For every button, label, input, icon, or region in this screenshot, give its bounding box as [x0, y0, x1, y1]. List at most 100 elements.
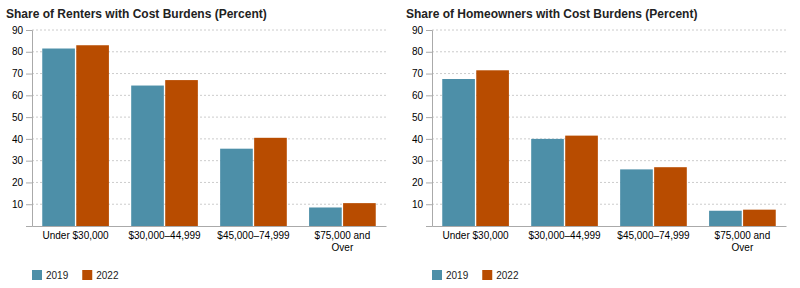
bar: [743, 210, 776, 226]
bar-series: [76, 45, 375, 226]
tick: 30: [12, 155, 32, 166]
tick: 50: [412, 112, 432, 123]
tick: 90: [412, 25, 432, 36]
tick-label: 20: [412, 177, 424, 188]
tick-mark: [26, 204, 32, 205]
tick-mark: [426, 161, 432, 162]
grid-line: [32, 30, 386, 31]
tick-mark: [426, 30, 432, 31]
bar: [42, 49, 75, 226]
bar: [620, 169, 653, 226]
tick-mark: [426, 117, 432, 118]
legend-item: 2019: [32, 270, 69, 281]
tick-mark: [426, 204, 432, 205]
bar: [654, 167, 687, 226]
chart-canvas: 10 20 30 40 50 60 70 80 90 Under $30,000 $30,000–4…: [0, 0, 800, 288]
tick: 40: [12, 134, 32, 145]
tick: 10: [12, 199, 32, 210]
tick-label-line: Under $30,000: [42, 230, 109, 241]
tick: 90: [12, 25, 32, 36]
title: Share of Renters with Cost Burdens (Perc…: [6, 7, 267, 21]
tick-label: 50: [412, 112, 424, 123]
tick-mark: [426, 95, 432, 96]
bar: [709, 211, 742, 226]
tick-mark: [26, 52, 32, 53]
tick-label: $75,000 andOver: [715, 230, 771, 253]
tick-label: $30,000–44,999: [128, 230, 201, 241]
tick-label-line: $75,000 and: [315, 230, 371, 241]
tick: 20: [12, 177, 32, 188]
tick: $30,000–44,999: [128, 230, 201, 241]
legend: 2019 2022: [32, 270, 119, 281]
bar: [131, 86, 164, 226]
bar: [165, 80, 198, 226]
bar: [254, 138, 287, 226]
legend: 2019 2022: [432, 270, 519, 281]
legend-label: 2019: [46, 270, 69, 281]
legend-swatch: [32, 270, 42, 280]
y-axis: 102030405060708090: [412, 25, 433, 227]
legend-swatch: [482, 270, 492, 280]
tick-label: 90: [12, 25, 24, 36]
tick-mark: [426, 52, 432, 53]
tick-label: 90: [412, 25, 424, 36]
tick: 50: [12, 112, 32, 123]
tick-label: 10: [412, 199, 424, 210]
tick-mark: [26, 30, 32, 31]
bar-series: [476, 70, 775, 226]
tick-label: 40: [412, 134, 424, 145]
panel: 10 20 30 40 50 60 70 80 90 Under $30,000 $30,000–4…: [6, 7, 387, 281]
bar: [220, 149, 253, 226]
tick-label-line: $75,000 and: [715, 230, 771, 241]
tick: 70: [12, 68, 32, 79]
tick-label: Under $30,000: [42, 230, 109, 241]
tick: $45,000–74,999: [217, 230, 290, 241]
tick-label-line: Under $30,000: [442, 230, 509, 241]
tick-label-line: $30,000–44,999: [128, 230, 201, 241]
tick-mark: [26, 182, 32, 183]
legend-swatch: [82, 270, 92, 280]
tick-label: 60: [412, 90, 424, 101]
tick-label: 60: [12, 90, 24, 101]
x-axis: Under $30,000 $30,000–44,999 $45,000–74,99…: [33, 227, 387, 253]
bars: [442, 70, 775, 226]
tick-label-line: Over: [732, 242, 754, 253]
bar: [565, 136, 598, 226]
bar: [76, 45, 109, 226]
tick-label: Under $30,000: [442, 230, 509, 241]
tick: Under $30,000: [42, 230, 109, 241]
panel: 102030405060708090Under $30,000$30,000–4…: [406, 7, 787, 281]
tick-mark: [26, 117, 32, 118]
legend-label: 2022: [496, 270, 519, 281]
bars: [42, 45, 375, 226]
tick-label-line: Over: [332, 242, 354, 253]
tick-label: 30: [12, 155, 24, 166]
tick: $30,000–44,999: [528, 230, 601, 241]
tick-label: 70: [412, 68, 424, 79]
tick-label-line: $45,000–74,999: [217, 230, 290, 241]
x-axis: Under $30,000 $30,000–44,999 $45,000–74,99…: [433, 227, 787, 253]
tick-label-line: $30,000–44,999: [528, 230, 601, 241]
tick: 20: [412, 177, 432, 188]
tick: $75,000 andOver: [315, 230, 371, 253]
tick-label: 30: [412, 155, 424, 166]
tick-mark: [26, 74, 32, 75]
legend-item: 2019: [432, 270, 469, 281]
tick-label: 80: [12, 46, 24, 57]
axis-line: [26, 31, 33, 227]
tick-label: $75,000 andOver: [315, 230, 371, 253]
legend-label: 2019: [446, 270, 469, 281]
tick-label: $30,000–44,999: [528, 230, 601, 241]
grid-line: [432, 51, 786, 52]
tick: 60: [412, 90, 432, 101]
tick-label: 70: [12, 68, 24, 79]
bar: [476, 70, 509, 226]
legend-label: 2022: [96, 270, 119, 281]
tick-mark: [426, 182, 432, 183]
tick: Under $30,000: [442, 230, 509, 241]
tick: 80: [12, 46, 32, 57]
y-axis: 10 20 30 40 50 60 70 80 90: [12, 25, 33, 227]
grid-line: [432, 30, 786, 31]
tick-label: $45,000–74,999: [617, 230, 690, 241]
bar: [343, 203, 376, 226]
